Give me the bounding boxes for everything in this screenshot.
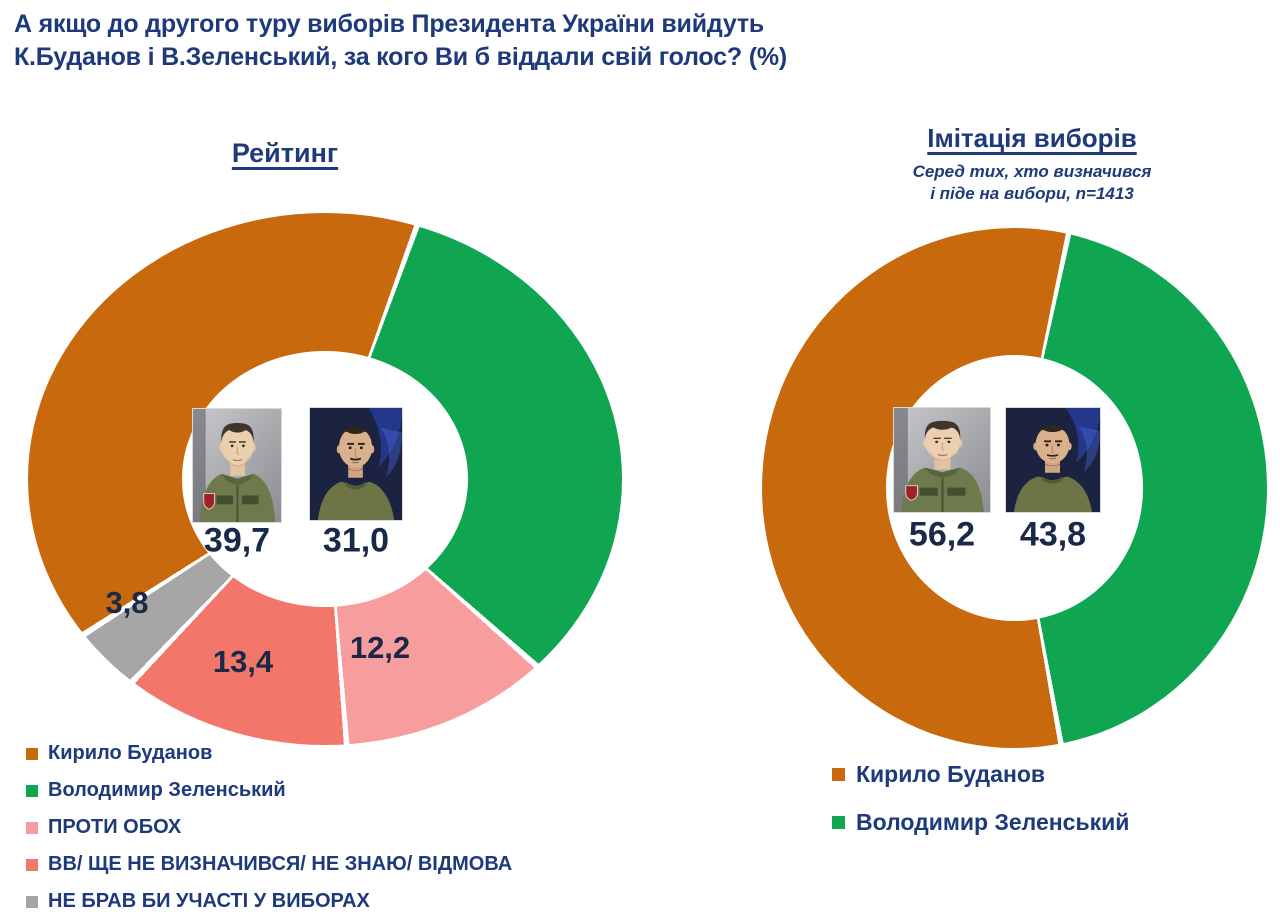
budanov-color-swatch — [26, 747, 38, 760]
against-both-color-swatch — [26, 821, 38, 834]
donut-chart-imitation: 56,2 43,8 — [762, 228, 1267, 748]
budanov-photo — [192, 408, 282, 523]
budanov-portrait-graphic — [894, 408, 990, 512]
legend-label: НЕ БРАВ БИ УЧАСТІ У ВИБОРАХ — [48, 890, 370, 912]
legend-imitation: Кирило Буданов Володимир Зеленський — [832, 750, 1129, 846]
budanov-color-swatch — [832, 767, 845, 781]
zelensky-color-swatch — [26, 784, 38, 797]
chart-subtitle-line1: Серед тих, хто визначився — [912, 162, 1152, 181]
slice-label-no-vote: 3,8 — [105, 585, 149, 620]
legend-label: Кирило Буданов — [48, 742, 213, 764]
zelensky-photo — [1005, 407, 1101, 513]
legend-label: ПРОТИ ОБОХ — [48, 816, 182, 838]
donut-chart-rating: 12,2 13,4 3,8 — [28, 213, 622, 745]
zelensky-color-swatch — [832, 815, 845, 829]
zelensky-photo — [309, 407, 403, 521]
no-vote-color-swatch — [26, 895, 38, 908]
legend-item-undecided: ВВ/ ЩЕ НЕ ВИЗНАЧИВСЯ/ НЕ ЗНАЮ/ ВІДМОВА — [26, 846, 512, 883]
legend-item-zelensky: Володимир Зеленський — [832, 798, 1129, 846]
budanov-photo — [893, 407, 991, 513]
chart-subtitle-line2: і піде на вибори, n=1413 — [930, 184, 1134, 203]
center-value-budanov: 39,7 — [203, 521, 271, 560]
legend-item-zelensky: Володимир Зеленський — [26, 772, 512, 809]
page-title-line1: А якщо до другого туру виборів Президент… — [14, 10, 765, 38]
chart-title-rating: Рейтинг — [231, 138, 339, 168]
page-title: А якщо до другого туру виборів Президент… — [14, 8, 787, 74]
legend-item-budanov: Кирило Буданов — [26, 735, 512, 772]
chart-title-imitation: Імітація виборів — [927, 123, 1137, 153]
center-value-budanov: 56,2 — [908, 515, 976, 554]
slice-label-against-both: 12,2 — [349, 630, 411, 665]
budanov-portrait-graphic — [193, 409, 281, 522]
undecided-color-swatch — [26, 858, 38, 871]
slice-label-undecided: 13,4 — [212, 644, 274, 679]
legend-label: Володимир Зеленський — [856, 808, 1130, 835]
zelensky-portrait-graphic — [310, 408, 402, 520]
page-title-line2: К.Буданов і В.Зеленський, за кого Ви б в… — [14, 43, 787, 71]
chart-subtitle-imitation: Серед тих, хто визначився і піде на вибо… — [822, 161, 1242, 205]
legend-label: ВВ/ ЩЕ НЕ ВИЗНАЧИВСЯ/ НЕ ЗНАЮ/ ВІДМОВА — [48, 853, 513, 875]
legend-rating: Кирило Буданов Володимир Зеленський ПРОТ… — [26, 735, 512, 920]
legend-item-no-vote: НЕ БРАВ БИ УЧАСТІ У ВИБОРАХ — [26, 883, 512, 920]
legend-label: Володимир Зеленський — [48, 779, 286, 801]
legend-item-against-both: ПРОТИ ОБОХ — [26, 809, 512, 846]
legend-label: Кирило Буданов — [856, 760, 1046, 787]
legend-item-budanov: Кирило Буданов — [832, 750, 1129, 798]
center-value-zelensky: 43,8 — [1019, 515, 1087, 554]
zelensky-portrait-graphic — [1006, 408, 1100, 512]
center-value-zelensky: 31,0 — [322, 521, 390, 560]
